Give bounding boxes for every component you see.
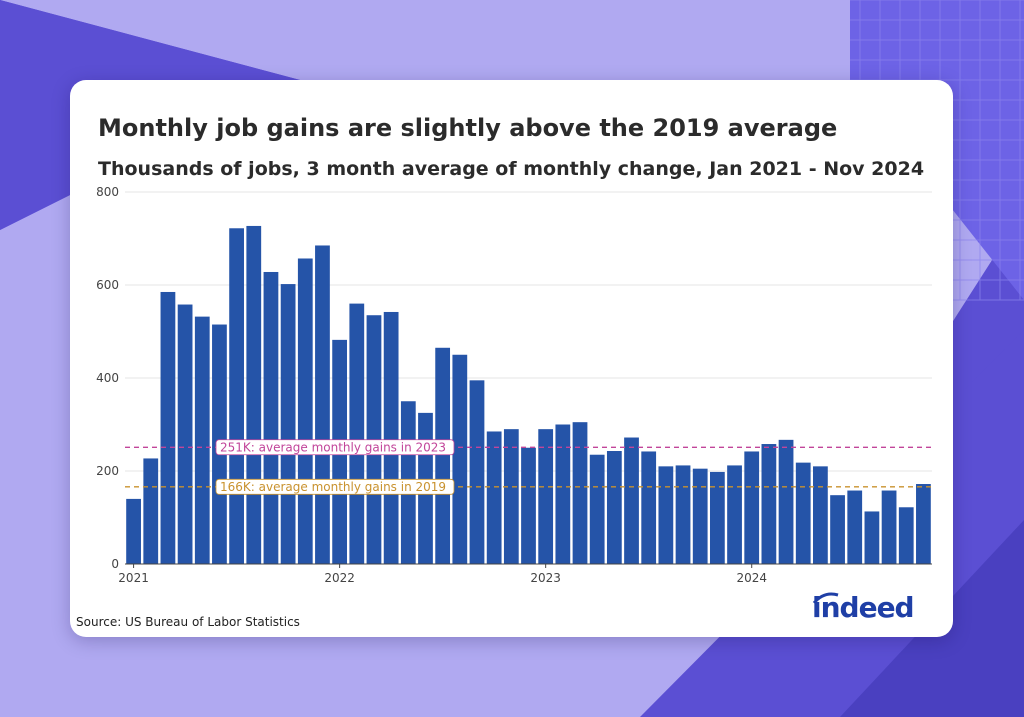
bar: [813, 466, 828, 564]
bar: [503, 429, 519, 564]
bar: [675, 465, 691, 564]
bar: [864, 511, 880, 564]
reference-label-box: [215, 439, 455, 456]
y-tick-label: 600: [96, 278, 119, 292]
bar: [383, 311, 399, 564]
bar: [881, 490, 897, 564]
bar: [297, 258, 313, 564]
bar: [795, 462, 811, 564]
bar: [830, 495, 845, 564]
bar: [778, 439, 794, 564]
bar: [624, 437, 639, 564]
bar: [469, 380, 485, 564]
y-tick-label: 0: [111, 557, 119, 571]
bar: [349, 303, 365, 564]
bar: [744, 451, 760, 564]
x-tick-label: 2023: [530, 571, 561, 585]
bar: [589, 454, 605, 564]
bar: [916, 484, 931, 564]
y-tick-label: 800: [96, 185, 119, 199]
y-tick-label: 200: [96, 464, 119, 478]
bar: [486, 431, 502, 564]
bar: [692, 468, 708, 564]
reference-label-box: [215, 478, 455, 495]
chart-card: Monthly job gains are slightly above the…: [70, 80, 953, 637]
chart-title: Monthly job gains are slightly above the…: [98, 114, 838, 142]
reference-label: 166K: average monthly gains in 2019: [220, 480, 446, 494]
bar: [177, 304, 193, 564]
logo-arc-icon: [812, 592, 839, 604]
bar: [641, 451, 657, 564]
bar: [263, 271, 279, 564]
bar: [606, 451, 622, 564]
bar: [727, 465, 742, 564]
bar: [761, 444, 777, 564]
bar: [452, 354, 468, 564]
x-tick-label: 2021: [118, 571, 149, 585]
bar: [898, 507, 914, 564]
bar: [555, 424, 571, 564]
reference-label: 251K: average monthly gains in 2023: [220, 440, 446, 454]
bar: [246, 225, 262, 564]
logo-text: indeed: [812, 591, 915, 624]
bar: [126, 498, 141, 564]
bar: [435, 347, 451, 564]
source-note: Source: US Bureau of Labor Statistics: [76, 615, 300, 629]
bar: [658, 466, 674, 564]
bar: [194, 316, 210, 564]
bar-chart: 0 200 400 600 800 2021 2022 2023 2024 251K: avera…: [96, 185, 932, 585]
bar: [229, 228, 244, 564]
bar: [160, 291, 176, 564]
bar: [315, 245, 330, 564]
bar: [709, 471, 725, 564]
bar: [143, 458, 159, 564]
x-tick-label: 2024: [736, 571, 767, 585]
bar: [280, 284, 296, 564]
bar: [847, 490, 863, 564]
y-tick-label: 400: [96, 371, 119, 385]
chart-subtitle: Thousands of jobs, 3 month average of mo…: [98, 158, 925, 180]
indeed-logo: indeed: [808, 589, 928, 629]
x-tick-label: 2022: [324, 571, 355, 585]
bar: [521, 447, 536, 564]
bar: [538, 429, 554, 564]
bar: [572, 422, 588, 564]
